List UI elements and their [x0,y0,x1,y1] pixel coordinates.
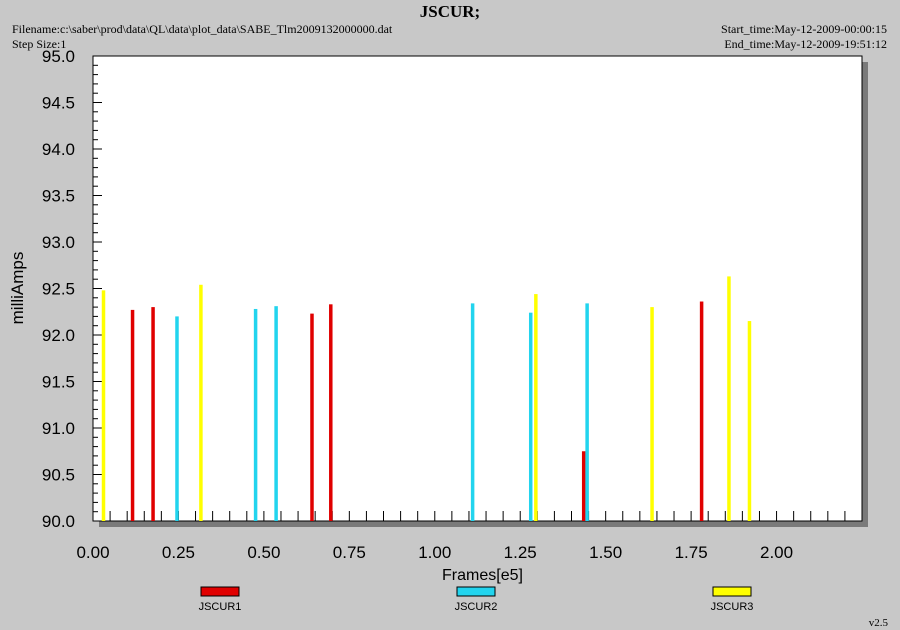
legend-swatch-jscur2 [456,586,496,597]
bar-jscur1 [581,451,586,521]
legend-label-jscur2: JSCUR2 [455,601,498,613]
x-tick-label: 1.25 [504,543,537,562]
x-tick-label: 0.50 [247,543,280,562]
x-tick-label: 0.75 [333,543,366,562]
y-tick-label: 93.5 [42,187,75,206]
legend-label-jscur3: JSCUR3 [711,601,754,613]
bar-jscur1 [130,309,135,521]
y-tick-label: 95.0 [42,47,75,66]
bar-jscur3 [650,307,654,521]
x-tick-label: 1.50 [589,543,622,562]
bar-jscur3 [101,290,106,521]
legend-label-jscur1: JSCUR1 [199,601,242,613]
bar-jscur2 [253,308,258,521]
bar-jscur2 [470,303,475,521]
start-time-label: Start_time:May-12-2009-00:00:15 [721,22,887,36]
version-label: v2.5 [868,617,888,629]
y-tick-label: 90.0 [42,512,75,531]
y-tick-label: 93.0 [42,233,75,252]
bar-jscur3 [534,294,538,521]
bar-jscur1 [329,304,333,521]
bar-jscur3 [199,284,203,521]
y-tick-label: 94.0 [42,140,75,159]
end-time-label: End_time:May-12-2009-19:51:12 [724,37,887,51]
bar-jscur2 [528,312,533,521]
y-tick-label: 94.5 [42,94,75,113]
plot-area [92,55,863,522]
y-tick-label: 91.0 [42,419,75,438]
filename-label: Filename:c:\saber\prod\data\QL\data\plot… [12,22,393,36]
bar-jscur1 [699,301,704,521]
bar-jscur2 [274,306,278,521]
chart-title: JSCUR; [419,2,481,21]
x-tick-label: 2.00 [760,543,793,562]
bar-jscur3 [727,276,731,521]
y-tick-label: 92.0 [42,326,75,345]
y-tick-label: 92.5 [42,280,75,299]
y-axis-label: milliAmps [8,252,27,325]
bar-jscur1 [151,307,155,521]
x-tick-label: 1.75 [675,543,708,562]
bar-jscur2 [585,303,589,521]
bar-jscur2 [175,316,179,521]
legend-swatch-jscur1 [200,586,240,597]
y-tick-label: 91.5 [42,373,75,392]
x-axis-label: Frames[e5] [442,567,523,584]
y-tick-label: 90.5 [42,466,75,485]
bar-jscur1 [310,313,314,521]
x-tick-label: 0.25 [162,543,195,562]
x-tick-label: 1.00 [418,543,451,562]
bar-jscur3 [747,321,752,521]
step-size-label: Step Size:1 [12,37,67,51]
x-tick-label: 0.00 [76,543,109,562]
legend-swatch-jscur3 [712,586,752,597]
